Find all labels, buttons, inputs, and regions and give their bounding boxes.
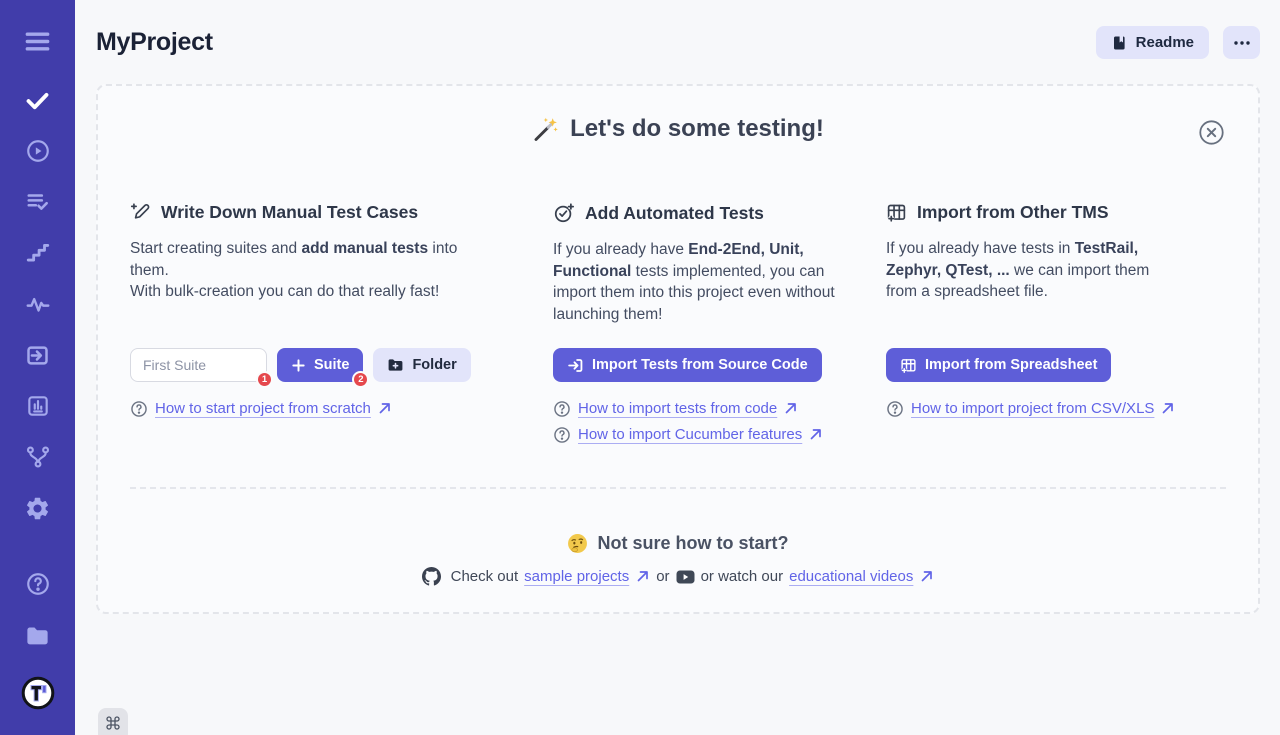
how-to-import-cucumber-link[interactable]: How to import Cucumber features (578, 425, 823, 445)
help-circle-icon (554, 427, 570, 443)
import-code-icon (568, 358, 583, 372)
folder-plus-icon (389, 358, 403, 371)
test-cases-check-icon[interactable] (18, 87, 58, 113)
import-icon[interactable] (18, 342, 58, 368)
suite-name-input[interactable] (130, 348, 267, 382)
external-link-icon (637, 571, 649, 582)
command-icon (106, 716, 120, 730)
external-link-icon (1163, 403, 1174, 414)
close-onboarding-button[interactable] (1198, 119, 1225, 146)
thinking-face-icon (568, 534, 588, 553)
table-plus-icon (901, 358, 916, 373)
add-folder-button[interactable]: Folder (373, 348, 471, 382)
hint-badge-2: 2 (352, 371, 370, 388)
top-actions: Readme (1095, 26, 1260, 59)
external-link-icon (379, 403, 390, 414)
external-link-icon (810, 429, 822, 440)
table-plus-icon (887, 204, 906, 222)
reports-chart-icon[interactable] (18, 393, 58, 419)
hint-badge-1: 1 (256, 371, 273, 388)
menu-icon[interactable] (18, 28, 58, 54)
projects-folder-icon[interactable] (18, 623, 58, 649)
top-bar: MyProject Readme (75, 0, 1280, 59)
command-shortcut-button[interactable] (98, 708, 128, 735)
readme-button[interactable]: Readme (1095, 26, 1209, 59)
manual-links: How to start project from scratch (130, 399, 525, 445)
close-circle-icon (1199, 120, 1224, 145)
column-automated: Add Automated Tests If you already have … (553, 202, 858, 348)
column-import-tms-body: If you already have tests in TestRail, Z… (886, 240, 1150, 300)
activity-pulse-icon[interactable] (18, 291, 58, 317)
how-to-start-link[interactable]: How to start project from scratch (155, 399, 392, 419)
not-sure-links: Check out sample projects or or watch ou… (130, 567, 1226, 598)
readme-label: Readme (1135, 34, 1194, 51)
external-link-icon (785, 403, 797, 414)
ellipsis-icon (1233, 40, 1250, 45)
plus-icon (292, 358, 305, 372)
shared-steps-icon[interactable] (18, 240, 58, 266)
column-import-tms: Import from Other TMS If you already hav… (886, 202, 1226, 348)
sidebar-nav (18, 87, 58, 521)
how-to-import-csv-link[interactable]: How to import project from CSV/XLS (911, 399, 1175, 419)
help-circle-icon[interactable] (18, 571, 58, 597)
import-source-code-button[interactable]: Import Tests from Source Code (553, 348, 822, 382)
onboarding-title: Let's do some testing! (130, 114, 1226, 144)
automated-actions: Import Tests from Source Code (553, 348, 858, 382)
manual-actions: 1 Suite 2 Folder (130, 348, 525, 388)
app-logo[interactable] (18, 675, 58, 711)
panel-divider (130, 487, 1226, 489)
sidebar (0, 0, 75, 735)
external-link-icon (922, 571, 933, 582)
sample-projects-link[interactable]: sample projects (524, 568, 650, 585)
magic-wand-icon (534, 117, 558, 141)
educational-videos-link[interactable]: educational videos (789, 568, 934, 585)
not-sure-heading: Not sure how to start? (130, 533, 1226, 554)
help-circle-icon (554, 401, 570, 417)
test-runs-play-icon[interactable] (18, 138, 58, 164)
column-manual-heading: Write Down Manual Test Cases (130, 202, 525, 223)
onboarding-columns: Write Down Manual Test Cases Start creat… (130, 202, 1226, 445)
check-circle-plus-icon (554, 203, 575, 223)
page-title: MyProject (96, 28, 213, 56)
book-icon (1113, 36, 1125, 49)
how-to-import-code-link[interactable]: How to import tests from code (578, 399, 798, 419)
branches-icon[interactable] (18, 444, 58, 470)
sidebar-bottom (18, 571, 58, 711)
main-area: MyProject Readme (75, 0, 1280, 735)
help-circle-icon (131, 401, 147, 417)
column-manual-body: Start creating suites and add manual tes… (130, 240, 458, 300)
import-spreadsheet-button[interactable]: Import from Spreadsheet (886, 348, 1112, 382)
column-automated-heading: Add Automated Tests (553, 202, 858, 224)
settings-gear-icon[interactable] (18, 495, 58, 521)
help-circle-icon (887, 401, 903, 417)
youtube-icon (676, 570, 695, 583)
onboarding-title-text: Let's do some testing! (570, 115, 824, 142)
github-icon (421, 567, 441, 586)
import-tms-actions: Import from Spreadsheet (886, 348, 1226, 382)
more-options-button[interactable] (1223, 26, 1260, 59)
column-automated-body: If you already have End-2End, Unit, Func… (553, 241, 835, 323)
column-import-tms-heading: Import from Other TMS (886, 202, 1226, 223)
test-plans-list-icon[interactable] (18, 189, 58, 215)
add-suite-button[interactable]: Suite (277, 348, 364, 382)
pen-plus-icon (130, 203, 150, 219)
column-manual: Write Down Manual Test Cases Start creat… (130, 202, 525, 348)
import-tms-links: How to import project from CSV/XLS (886, 399, 1226, 445)
onboarding-panel: Let's do some testing! Write Down Manual… (96, 84, 1260, 614)
automated-links: How to import tests from code How to imp… (553, 399, 858, 445)
